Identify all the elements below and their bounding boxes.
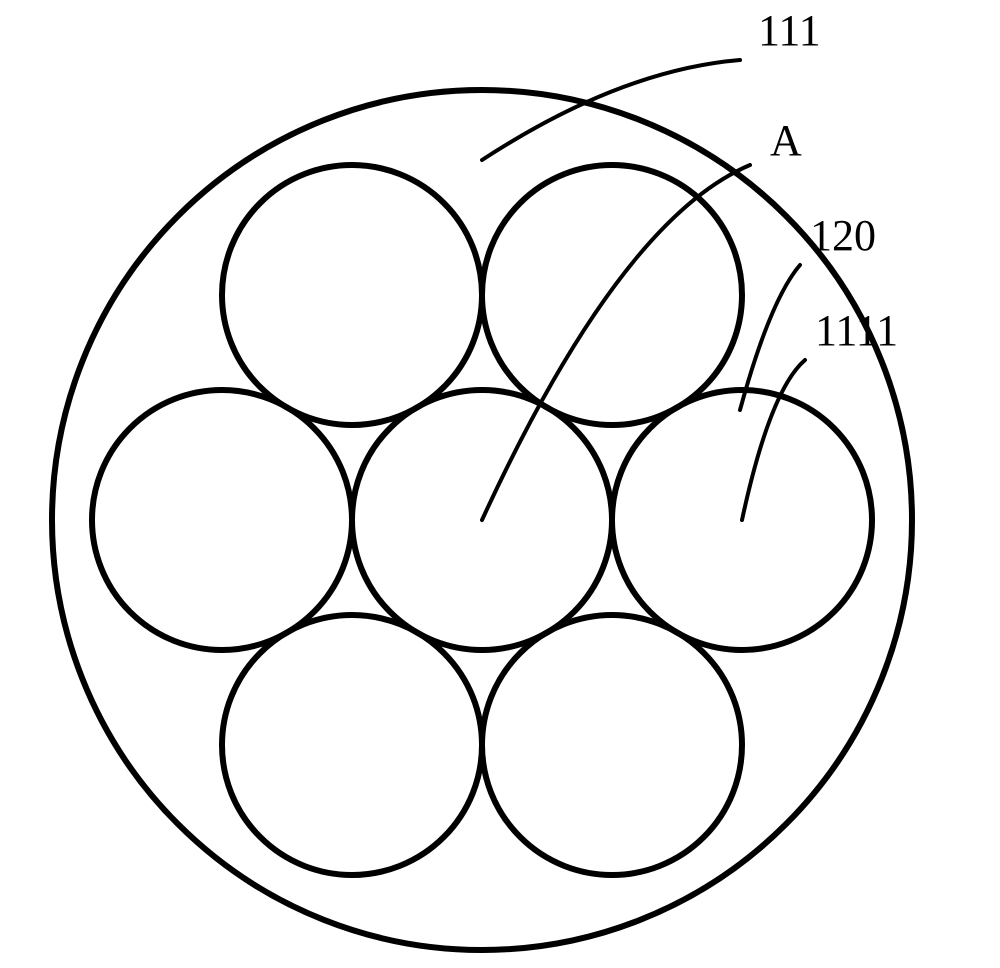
label-A: A: [770, 116, 802, 165]
inner-circle-bot_left: [222, 615, 482, 875]
label-111: 111: [758, 6, 821, 55]
inner-circle-mid_left: [92, 390, 352, 650]
inner-circle-bot_right: [482, 615, 742, 875]
leader-A: [482, 165, 750, 520]
leader-lines-group: [482, 60, 805, 520]
cable-cross-section-diagram: 111 A120 1111: [0, 0, 1000, 968]
inner-circle-top_left: [222, 165, 482, 425]
leader-1111: [742, 360, 805, 520]
inner-circle-top_right: [482, 165, 742, 425]
label-1111: 1111: [815, 306, 898, 355]
label-120: 120: [810, 211, 876, 260]
